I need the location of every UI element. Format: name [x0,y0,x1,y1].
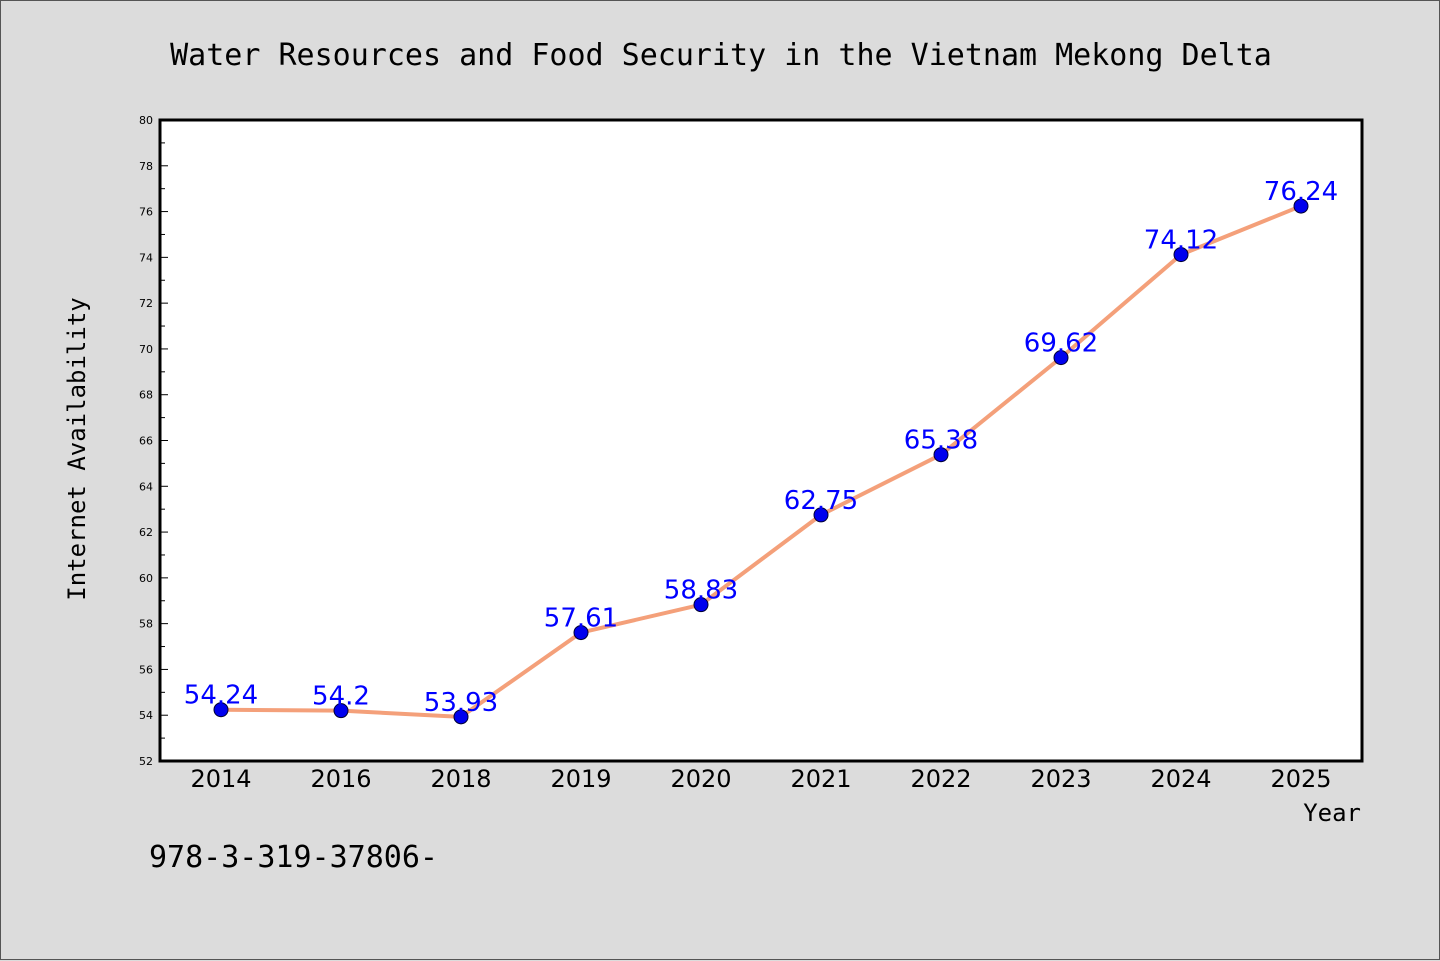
data-point-marker [573,625,589,641]
series-line [219,204,1303,719]
data-point-marker [213,702,229,718]
data-label: 54.2 [312,682,370,712]
data-label: 57.61 [544,604,618,634]
plot-area [158,118,1364,763]
data-labels-group: 54.24 54.2 53.93 57.61 58.83 62.75 65.38 69.62 7… [184,177,1338,718]
data-point-marker [453,709,469,725]
y-tick-label: 80 [139,114,153,127]
data-point-marker [333,703,349,719]
y-tick-label: 60 [139,572,153,585]
x-tick-label: 2023 [1030,765,1091,793]
data-point-marker [1053,350,1069,366]
data-label: 74.12 [1144,226,1218,256]
x-tick-label: 2019 [550,765,611,793]
footer-isbn-text: 978-3-319-37806- [149,840,438,875]
y-tick-label: 78 [139,160,153,173]
x-tick-label: 2016 [310,765,371,793]
y-tick-label: 58 [139,618,153,631]
data-label: 65.38 [904,426,978,456]
data-label: 62.75 [784,486,858,516]
x-tick-label: 2021 [790,765,851,793]
data-point-marker [813,507,829,523]
x-axis: 2014 2016 2018 2019 2020 2021 2022 2023 2024 2025 [190,765,1331,793]
y-tick-label: 76 [139,206,153,219]
y-tick-label: 54 [139,709,153,722]
data-point-marker [933,447,949,463]
y-tick-label: 64 [139,480,153,493]
data-label: 69.62 [1024,329,1098,359]
y-tick-label: 70 [139,343,153,356]
series-line-group [219,204,1303,719]
y-axis-label: Internet Availability [63,297,91,600]
data-label: 54.24 [184,681,258,711]
data-point-marker [1173,247,1189,263]
x-tick-label: 2022 [910,765,971,793]
data-label: 53.93 [424,688,498,718]
y-tick-label: 52 [139,755,153,768]
x-tick-label: 2024 [1150,765,1211,793]
data-point-marker [1293,198,1309,214]
y-tick-label: 68 [139,389,153,402]
y-tick-label: 66 [139,435,153,448]
data-label: 58.83 [664,576,738,606]
data-point-marker [693,597,709,613]
x-tick-label: 2025 [1270,765,1331,793]
x-tick-label: 2018 [430,765,491,793]
y-tick-label: 74 [139,251,153,264]
data-label: 76.24 [1264,177,1338,207]
y-axis: 52 54 56 58 60 62 64 66 68 70 72 74 76 78 80 [139,114,168,768]
x-tick-label: 2014 [190,765,251,793]
x-tick-label: 2020 [670,765,731,793]
y-tick-label: 72 [139,297,153,310]
y-tick-label: 62 [139,526,153,539]
x-axis-label: Year [1303,799,1361,827]
markers-group [213,198,1309,725]
y-tick-label: 56 [139,663,153,676]
chart-title: Water Resources and Food Security in the… [170,38,1272,73]
